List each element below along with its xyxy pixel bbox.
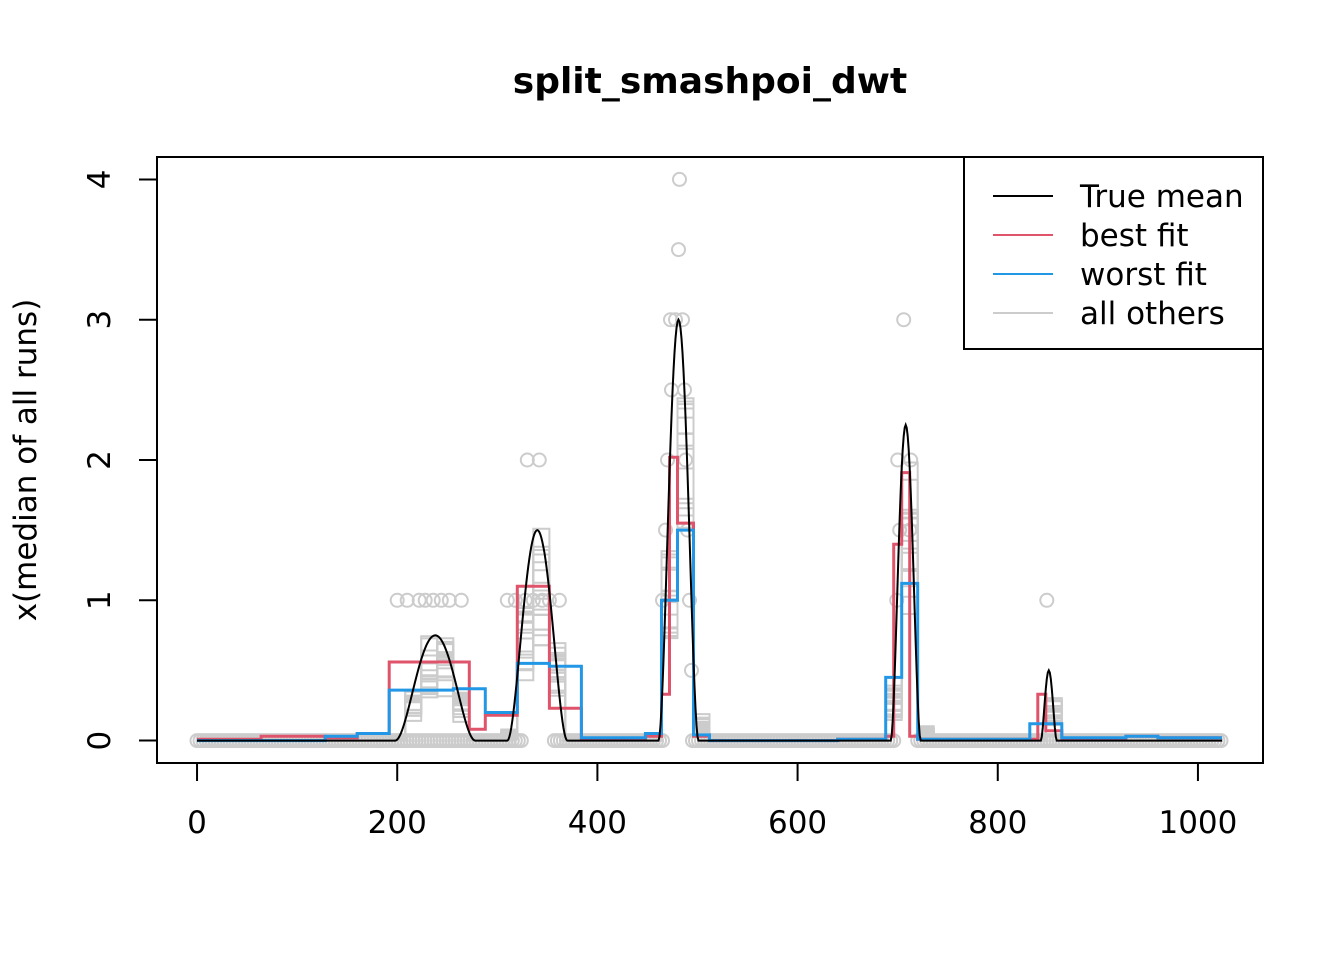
x-tick-label: 0 xyxy=(187,805,207,841)
observed-point xyxy=(551,592,567,608)
y-axis-label: x(median of all runs) xyxy=(8,299,44,622)
observed-point xyxy=(507,592,523,608)
y-tick-label: 1 xyxy=(82,590,118,610)
other-run-line xyxy=(197,403,1222,742)
observed-point xyxy=(389,592,405,608)
other-run-line xyxy=(197,502,1223,742)
x-tick-label: 1000 xyxy=(1158,805,1237,841)
observed-point xyxy=(1039,592,1055,608)
other-run-line xyxy=(197,478,1223,742)
observed-point xyxy=(658,522,673,538)
x-tick-label: 200 xyxy=(368,805,427,841)
x-tick-label: 400 xyxy=(568,805,627,841)
x-tick-label: 800 xyxy=(968,805,1027,841)
legend-box xyxy=(963,156,1264,350)
other-run-line xyxy=(197,432,1223,742)
best-fit-line xyxy=(197,455,1222,743)
observed-point xyxy=(499,592,515,608)
y-tick-label: 3 xyxy=(82,310,118,330)
observed-point xyxy=(660,452,675,468)
legend-label: True mean xyxy=(1079,179,1244,215)
observed-point xyxy=(678,452,693,468)
other-run-line xyxy=(197,461,1223,742)
true-mean xyxy=(197,317,1222,742)
observed-point xyxy=(896,312,912,328)
legend-label: worst fit xyxy=(1080,257,1207,293)
observed-point xyxy=(903,452,919,468)
zero-point xyxy=(513,733,529,749)
others-runs xyxy=(197,397,1223,742)
other-run-line xyxy=(197,444,1222,742)
observed-point xyxy=(684,662,699,678)
observed-point xyxy=(668,312,683,328)
legend-label: all others xyxy=(1080,296,1225,332)
observed-point xyxy=(453,592,469,608)
other-run-line xyxy=(197,521,1223,742)
observed-point xyxy=(671,242,686,258)
other-run-line xyxy=(197,432,1223,742)
observed-point xyxy=(675,312,690,328)
y-tick-label: 4 xyxy=(82,170,118,190)
other-run-line xyxy=(197,497,1223,742)
other-run-line xyxy=(197,467,1222,742)
other-run-line xyxy=(197,517,1222,742)
other-run-line xyxy=(197,416,1223,742)
observed-point xyxy=(682,592,697,608)
other-run-line xyxy=(197,447,1223,742)
observed-point xyxy=(672,171,687,187)
legend-label: best fit xyxy=(1080,218,1189,254)
observed-point xyxy=(525,592,541,608)
observed-point xyxy=(531,452,547,468)
observed-point xyxy=(433,592,449,608)
other-run-line xyxy=(197,522,1223,742)
chart-title: split_smashpoi_dwt xyxy=(513,61,907,102)
y-tick-label: 2 xyxy=(82,450,118,470)
x-tick-label: 600 xyxy=(768,805,827,841)
other-run-line xyxy=(197,407,1223,742)
worst-fit-line xyxy=(197,528,1222,743)
fit-series xyxy=(197,455,1222,743)
x-axis: 0 200 400 600 800 1000 xyxy=(187,762,1237,841)
observed-point xyxy=(425,592,441,608)
other-run-line xyxy=(197,397,1223,742)
other-run-line xyxy=(197,400,1222,742)
observed-point xyxy=(417,592,433,608)
y-tick-label: 0 xyxy=(82,731,118,751)
y-axis: 0 1 2 3 4 xyxy=(82,170,158,751)
other-run-line xyxy=(197,526,1223,742)
true-mean-line xyxy=(197,317,1222,742)
